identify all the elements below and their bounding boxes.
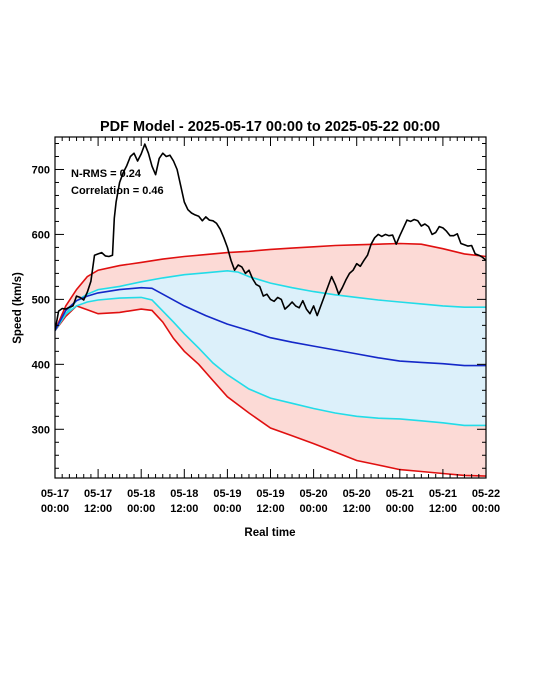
y-axis-label: Speed (km/s) bbox=[12, 272, 24, 344]
x-tick-label-time: 00:00 bbox=[213, 503, 241, 515]
x-tick-label-date: 05-20 bbox=[343, 488, 371, 500]
x-tick-label-date: 05-18 bbox=[170, 488, 198, 500]
x-tick-label-time: 12:00 bbox=[343, 503, 371, 515]
x-tick-label-date: 05-17 bbox=[84, 488, 112, 500]
x-tick-label-date: 05-22 bbox=[472, 488, 500, 500]
band-upper-line-0 bbox=[55, 242, 486, 331]
x-tick-label-date: 05-19 bbox=[213, 488, 241, 500]
series-line-0 bbox=[55, 286, 486, 367]
x-tick-label-date: 05-21 bbox=[429, 488, 457, 500]
y-tick-label: 300 bbox=[32, 424, 50, 436]
x-tick-label-date: 05-21 bbox=[386, 488, 414, 500]
x-tick-label-time: 12:00 bbox=[84, 503, 112, 515]
band-lower-line-0 bbox=[55, 304, 486, 477]
y-tick-label: 400 bbox=[32, 359, 50, 371]
y-tick-label: 500 bbox=[32, 294, 50, 306]
band-fill-1 bbox=[55, 270, 486, 426]
x-tick-label-time: 00:00 bbox=[386, 503, 414, 515]
x-tick-label-time: 00:00 bbox=[472, 503, 500, 515]
nrms-annotation: N-RMS = 0.24 bbox=[71, 168, 142, 180]
x-tick-label-date: 05-18 bbox=[127, 488, 155, 500]
x-tick-label-date: 05-19 bbox=[256, 488, 284, 500]
x-axis-label: Real time bbox=[244, 527, 295, 539]
chart-title: PDF Model - 2025-05-17 00:00 to 2025-05-… bbox=[100, 119, 440, 135]
x-tick-label-time: 12:00 bbox=[170, 503, 198, 515]
band-upper-line-1 bbox=[55, 269, 486, 332]
x-tick-label-date: 05-17 bbox=[41, 488, 69, 500]
x-tick-label-time: 00:00 bbox=[41, 503, 69, 515]
x-tick-label-time: 12:00 bbox=[429, 503, 457, 515]
series-line-1 bbox=[55, 143, 486, 331]
x-tick-label-date: 05-20 bbox=[300, 488, 328, 500]
y-tick-label: 700 bbox=[32, 164, 50, 176]
correlation-annotation: Correlation = 0.46 bbox=[71, 185, 164, 197]
x-tick-label-time: 12:00 bbox=[256, 503, 284, 515]
band-lower-line-1 bbox=[55, 296, 486, 427]
y-tick-label: 600 bbox=[32, 229, 50, 241]
x-tick-label-time: 00:00 bbox=[300, 503, 328, 515]
x-tick-label-time: 00:00 bbox=[127, 503, 155, 515]
